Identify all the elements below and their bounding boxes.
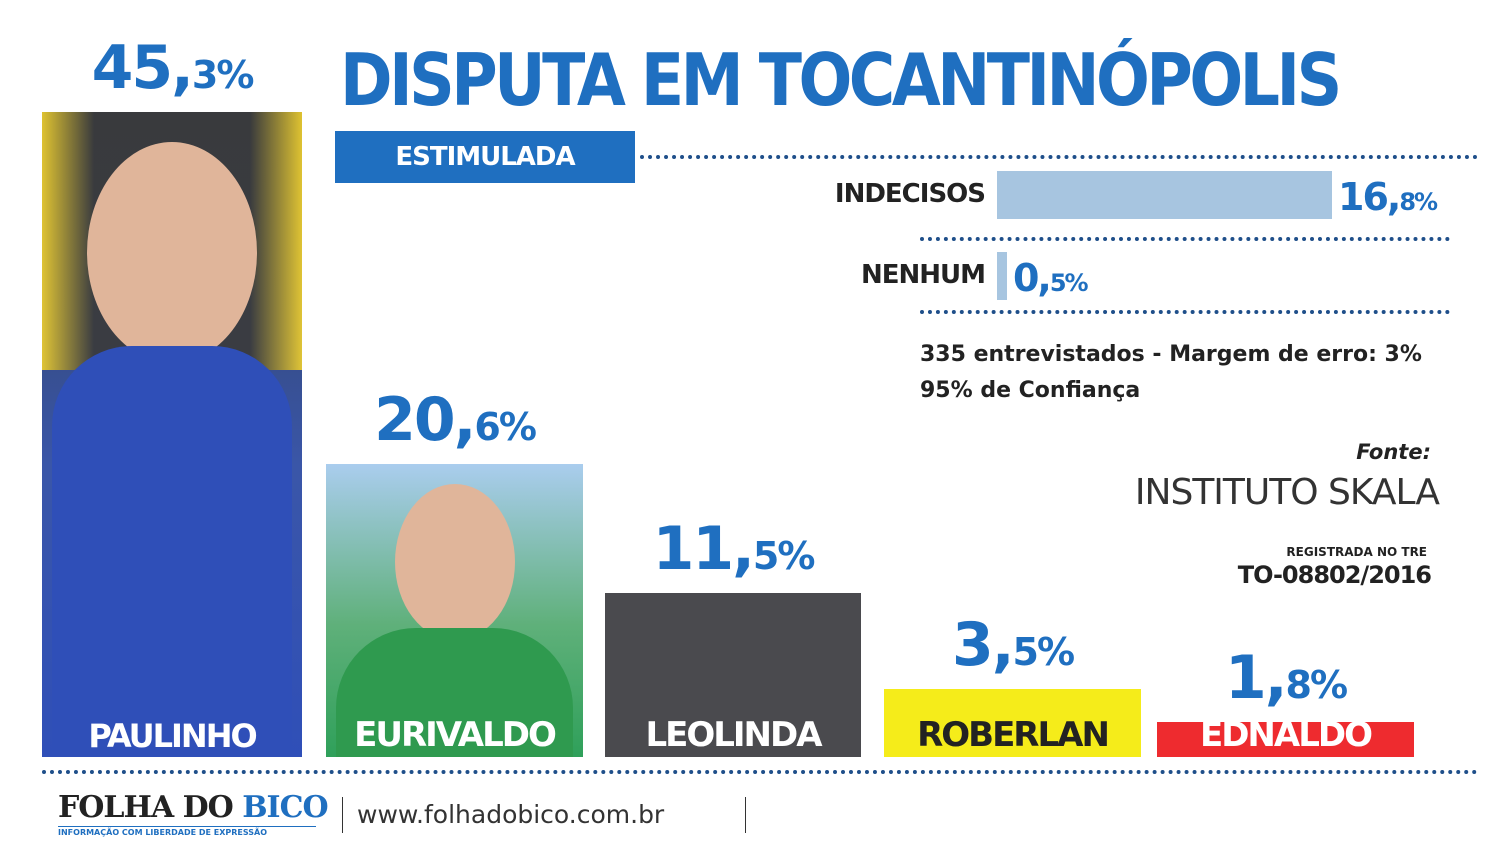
extra-bar-nenhum: [997, 252, 1007, 300]
divider-nenhum: [920, 310, 1450, 314]
bar-roberlan: ROBERLAN: [884, 689, 1141, 757]
extra-value-indecisos: 16,8%: [1338, 175, 1438, 219]
avatar-eurivaldo: [394, 483, 515, 640]
value-label-roberlan: 3,5%: [951, 610, 1075, 680]
avatar-paulinho: [87, 142, 257, 363]
footer-separator-right: [745, 797, 746, 833]
logo: FOLHA DO BICO: [58, 790, 329, 825]
divider-indecisos: [920, 237, 1450, 241]
bar-label-roberlan: ROBERLAN: [917, 715, 1110, 755]
avatar-body: [336, 627, 573, 757]
extra-label-indecisos: INDECISOS: [834, 179, 986, 209]
value-label-leolinda: 11,5%: [652, 514, 816, 585]
chart-title: DISPUTA EM TOCANTINÓPOLIS: [340, 38, 1342, 122]
logo-text-a: FOLHA DO: [58, 790, 243, 825]
bar-paulinho: PAULINHO: [42, 112, 302, 757]
extra-value-nenhum: 0,5%: [1012, 256, 1089, 300]
bar-leolinda: LEOLINDA: [605, 593, 861, 757]
source-name: INSTITUTO SKALA: [1134, 472, 1440, 513]
extra-bar-indecisos: [997, 171, 1332, 219]
value-label-eurivaldo: 20,6%: [374, 384, 537, 455]
source-label: Fonte:: [1356, 440, 1431, 464]
survey-info-line2: 95% de Confiança: [920, 378, 1141, 403]
bar-label-eurivaldo: EURIVALDO: [354, 714, 557, 755]
bar-label-leolinda: LEOLINDA: [645, 714, 822, 755]
logo-text-b: BICO: [242, 790, 328, 825]
value-label-paulinho: 45,3%: [91, 33, 255, 103]
divider-bottom: [42, 770, 1478, 774]
bar-label-ednaldo: EDNALDO: [1199, 722, 1373, 755]
footer-separator-left: [342, 797, 343, 833]
chart-subtitle: ESTIMULADA: [335, 131, 635, 183]
bar-ednaldo: EDNALDO: [1157, 722, 1414, 757]
avatar-body: [52, 346, 292, 757]
bar-eurivaldo: EURIVALDO: [326, 463, 583, 757]
registration-code: TO-08802/2016: [1237, 561, 1432, 589]
website-link[interactable]: www.folhadobico.com.br: [357, 800, 665, 829]
logo-tagline: INFORMAÇÃO COM LIBERDADE DE EXPRESSÃO: [58, 826, 316, 837]
bar-label-paulinho: PAULINHO: [88, 717, 257, 755]
survey-info-line1: 335 entrevistados - Margem de erro: 3%: [920, 342, 1422, 367]
extra-label-nenhum: NENHUM: [860, 260, 986, 290]
value-label-ednaldo: 1,8%: [1224, 643, 1348, 713]
divider-top: [640, 155, 1478, 159]
registered-label: REGISTRADA NO TRE: [1286, 545, 1427, 559]
